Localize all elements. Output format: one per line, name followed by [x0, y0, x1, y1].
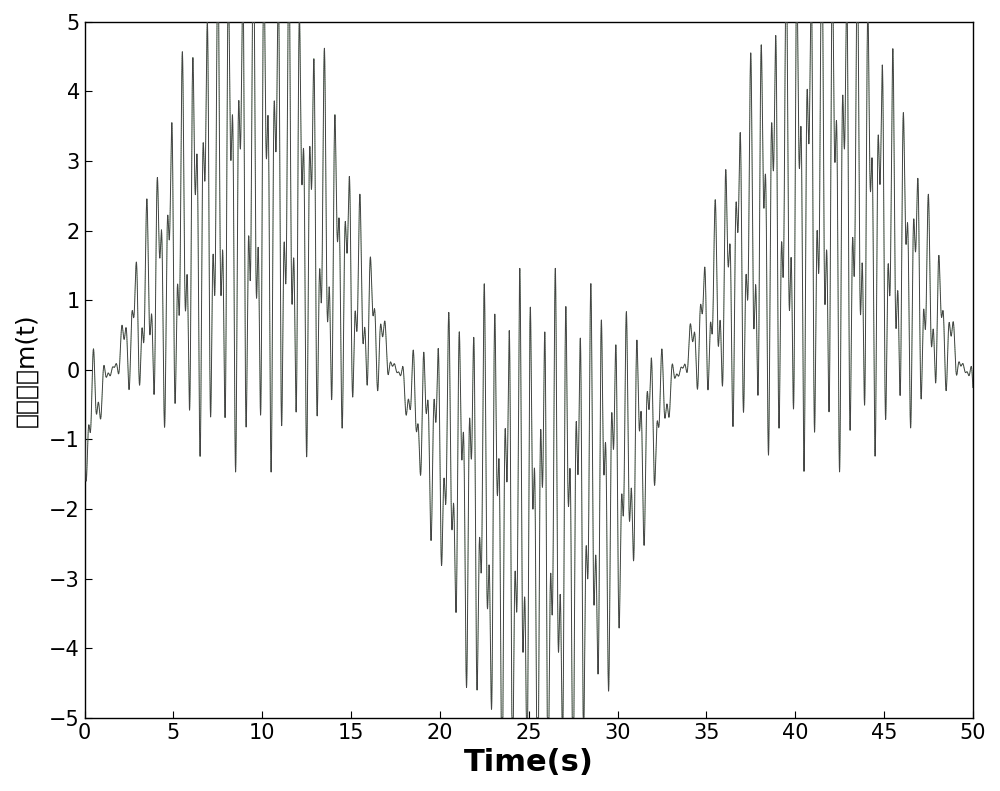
- X-axis label: Time(s): Time(s): [464, 748, 594, 777]
- Y-axis label: 明文信号m(t): 明文信号m(t): [14, 313, 38, 426]
